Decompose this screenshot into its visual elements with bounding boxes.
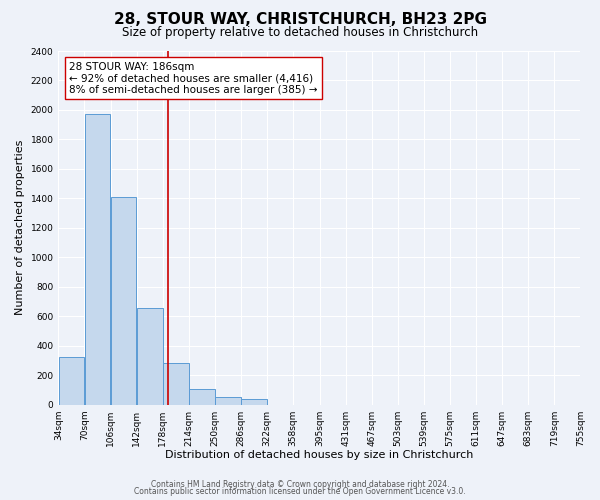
Text: Contains HM Land Registry data © Crown copyright and database right 2024.: Contains HM Land Registry data © Crown c… — [151, 480, 449, 489]
Bar — [59, 356, 85, 405]
Text: Contains public sector information licensed under the Open Government Licence v3: Contains public sector information licen… — [134, 487, 466, 496]
Bar — [111, 197, 136, 404]
Bar — [215, 397, 241, 404]
Bar — [241, 400, 267, 404]
Text: 28, STOUR WAY, CHRISTCHURCH, BH23 2PG: 28, STOUR WAY, CHRISTCHURCH, BH23 2PG — [113, 12, 487, 28]
Bar — [189, 389, 215, 404]
Bar — [163, 364, 188, 405]
Text: Size of property relative to detached houses in Christchurch: Size of property relative to detached ho… — [122, 26, 478, 39]
Bar — [85, 114, 110, 405]
Y-axis label: Number of detached properties: Number of detached properties — [15, 140, 25, 316]
Bar — [137, 308, 163, 404]
X-axis label: Distribution of detached houses by size in Christchurch: Distribution of detached houses by size … — [165, 450, 473, 460]
Text: 28 STOUR WAY: 186sqm
← 92% of detached houses are smaller (4,416)
8% of semi-det: 28 STOUR WAY: 186sqm ← 92% of detached h… — [69, 62, 317, 95]
